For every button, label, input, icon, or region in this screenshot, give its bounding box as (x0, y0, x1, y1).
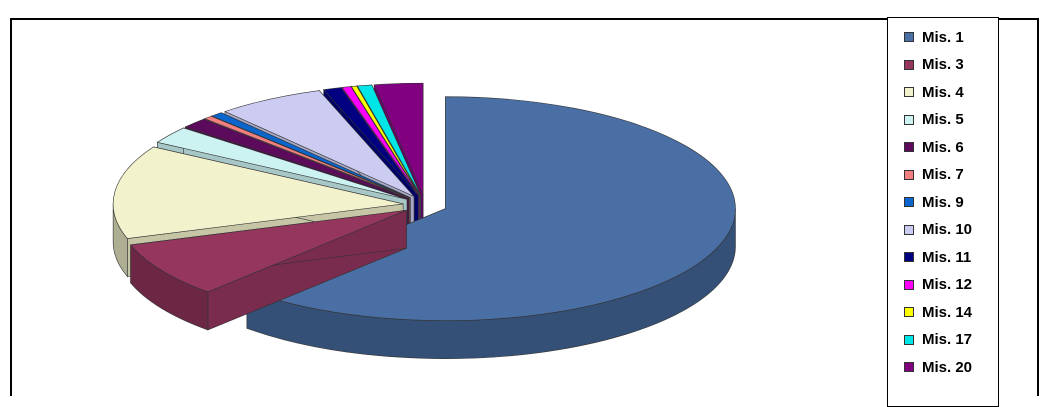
legend-swatch (904, 59, 914, 70)
legend-swatch (904, 252, 914, 262)
legend-label: Mis. 7 (922, 166, 964, 183)
legend-swatch (904, 32, 914, 42)
legend-item: Mis. 14 (904, 299, 972, 325)
pie-slice-top (184, 118, 409, 199)
legend-item: Mis. 12 (904, 272, 972, 298)
pie-slice-top (112, 146, 404, 239)
legend-swatch (904, 142, 914, 152)
pie-slice-top (341, 86, 420, 196)
pie-slice-mis-3 (130, 209, 407, 331)
legend-item: Mis. 6 (904, 134, 964, 160)
pie-slice-top (156, 127, 408, 200)
legend-item: Mis. 1 (904, 24, 964, 50)
legend-swatch (904, 87, 914, 97)
legend-label: Mis. 9 (922, 193, 964, 211)
pie-slice-top (356, 84, 422, 196)
legend-swatch (904, 197, 914, 207)
legend-label: Mis. 6 (922, 138, 964, 156)
legend-item: Mis. 9 (904, 189, 964, 215)
legend-swatch (904, 169, 914, 180)
legend-label: Mis. 12 (922, 276, 973, 293)
pie-slice-top (210, 112, 411, 198)
legend-item: Mis. 4 (904, 79, 964, 105)
pie-slice-top (203, 115, 410, 199)
legend-swatch (904, 307, 914, 317)
legend-label: Mis. 17 (922, 331, 973, 348)
legend-swatch (904, 334, 914, 345)
pie-slice-top (246, 96, 736, 321)
legend-label: Mis. 5 (922, 111, 964, 128)
legend-label: Mis. 11 (922, 248, 972, 266)
pie-slice-top (224, 90, 415, 197)
legend-item: Mis. 11 (904, 244, 971, 270)
pie-slice-top (323, 87, 419, 196)
legend-swatch (904, 362, 914, 372)
pie-slice-top (130, 210, 407, 293)
legend-swatch (904, 279, 914, 290)
legend-label: Mis. 10 (922, 221, 973, 238)
legend-label: Mis. 3 (922, 56, 964, 73)
legend-label: Mis. 14 (922, 303, 973, 321)
legend-label: Mis. 1 (922, 28, 964, 46)
chart-legend: Mis. 1 Mis. 3 Mis. 4 Mis. 5 Mis. 6 Mis. 7 Mis.… (887, 17, 999, 407)
legend-item: Mis. 20 (904, 354, 972, 380)
legend-item: Mis. 3 (904, 52, 964, 78)
pie-slice-top (373, 82, 424, 196)
legend-swatch (904, 224, 914, 235)
legend-item: Mis. 7 (904, 162, 964, 188)
legend-label: Mis. 4 (922, 83, 964, 101)
legend-item: Mis. 10 (904, 217, 972, 243)
legend-item: Mis. 5 (904, 107, 964, 133)
chart-frame (10, 18, 1039, 396)
legend-label: Mis. 20 (922, 358, 973, 376)
pie-chart-plot (112, 82, 736, 359)
legend-item: Mis. 17 (904, 327, 972, 353)
legend-swatch (904, 114, 914, 125)
pie-slice-top (350, 85, 421, 196)
